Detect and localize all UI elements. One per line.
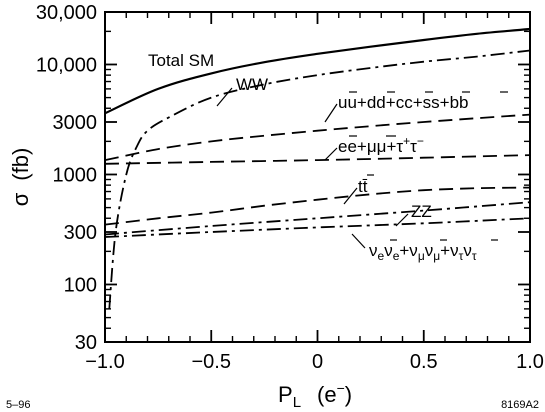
footer-date: 5–96 <box>6 399 30 411</box>
series-line-3 <box>104 154 531 165</box>
y-tick-label: 30,000 <box>36 2 97 24</box>
svg-text:uu+dd+cc+ss+bb: uu+dd+cc+ss+bb <box>338 93 468 112</box>
y-axis-label: σ(fb) <box>8 148 33 207</box>
label-ww: WW <box>236 75 268 94</box>
label-ww-pointer <box>216 87 233 107</box>
axis-ticks <box>104 11 531 343</box>
series-line-0 <box>104 27 531 115</box>
y-tick-label: 10,000 <box>36 54 97 76</box>
label-quarks-pointer <box>324 103 338 123</box>
label-quarks: uu+dd+cc+ss+bb <box>338 91 508 112</box>
label-ttbar-pointer <box>343 187 358 205</box>
series-line-5 <box>104 201 531 236</box>
svg-text:νeνe+νμνμ+ντντ: νeνe+νμνμ+ντντ <box>369 241 477 263</box>
x-tick-label: −1.0 <box>85 351 124 373</box>
series-line-1 <box>108 49 531 309</box>
label-ttbar: tt̄ <box>358 174 374 196</box>
y-tick-label: 300 <box>64 222 97 244</box>
curves <box>104 27 531 309</box>
svg-text:ee+μμ+τ+τ−: ee+μμ+τ+τ− <box>338 134 424 156</box>
x-tick-label: 0 <box>312 351 323 373</box>
label-neutrinos-pointer <box>351 233 366 249</box>
y-tick-label: 1000 <box>53 164 98 186</box>
tick-labels: −1.0 −0.5 0 0.5 1.0 30 100 300 1000 3000 10,000 30,… <box>36 2 544 373</box>
label-total-sm: Total SM <box>148 51 214 70</box>
label-neutrinos: νeνe+νμνμ+ντντ <box>369 239 498 263</box>
label-zz: ZZ <box>411 202 432 221</box>
svg-text:tt̄: tt̄ <box>358 177 368 196</box>
label-zz-pointer <box>395 213 409 227</box>
y-tick-label: 30 <box>75 332 97 354</box>
label-leptons-pointer <box>324 147 338 161</box>
x-tick-label: −0.5 <box>192 351 231 373</box>
label-leptons: ee+μμ+τ+τ− <box>338 134 424 156</box>
series-line-2 <box>104 113 531 161</box>
series-line-6 <box>104 217 531 238</box>
x-tick-label: 0.5 <box>410 351 438 373</box>
y-tick-label: 3000 <box>53 112 98 134</box>
y-tick-label: 100 <box>64 274 97 296</box>
x-tick-label: 1.0 <box>516 351 544 373</box>
footer-figure-id: 8169A2 <box>501 399 539 411</box>
x-axis-label: PL (e−) <box>278 380 352 411</box>
series-line-4 <box>104 186 531 226</box>
